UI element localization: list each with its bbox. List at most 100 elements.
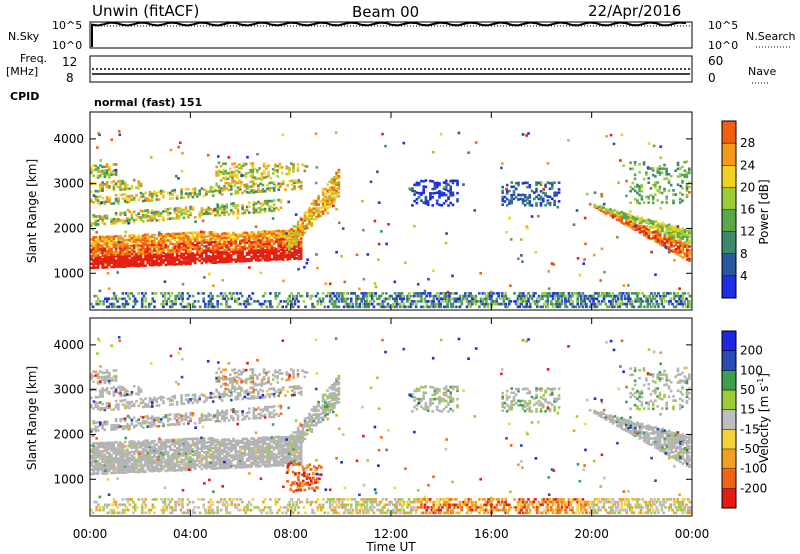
scatter-cell [606, 292, 609, 295]
scatter-cell [209, 449, 213, 452]
scatter-cell [636, 225, 639, 229]
scatter-cell [114, 440, 118, 444]
scatter-cell [534, 292, 537, 295]
scatter-cell [148, 451, 152, 455]
scatter-cell [234, 233, 238, 237]
scatter-cell [205, 441, 208, 444]
scatter-cell [200, 251, 204, 255]
scatter-cell [243, 453, 247, 457]
scatter-cell [211, 456, 215, 460]
scatter-cell [263, 300, 267, 303]
scatter-cell [295, 251, 298, 254]
scatter-cell [420, 179, 423, 183]
scatter-cell [148, 461, 152, 465]
scatter-cell [119, 457, 122, 460]
scatter-cell [99, 174, 102, 177]
scatter-cell [645, 231, 648, 234]
scatter-cell [141, 262, 145, 265]
scatter-cell [200, 439, 204, 442]
scatter-cell [241, 294, 244, 298]
scatter-cell [171, 442, 174, 446]
scatter-cell [135, 446, 138, 450]
scatter-cell [320, 300, 323, 303]
scatter-cell [534, 251, 538, 254]
scatter-cell [257, 245, 260, 248]
scatter-cell [248, 253, 251, 256]
scatter-cell [529, 294, 532, 298]
scatter-cell [486, 292, 490, 295]
scatter-cell [685, 175, 689, 179]
scatter-cell [236, 233, 240, 236]
scatter-cell [239, 455, 242, 459]
scatter-cell [686, 254, 689, 257]
scatter-cell [654, 175, 657, 178]
scatter-cell [139, 456, 143, 459]
scatter-cell [245, 205, 249, 209]
scatter-cell [465, 300, 469, 303]
scatter-cell [101, 185, 104, 189]
scatter-cell [471, 297, 474, 301]
nsky-tick-low: 10^0 [52, 39, 82, 52]
scatter-cell [277, 208, 280, 212]
scatter-cell [245, 453, 249, 456]
scatter-cell [296, 228, 300, 232]
scatter-cell [237, 302, 241, 306]
scatter-cell [189, 256, 192, 259]
scatter-cell [456, 179, 459, 183]
scatter-cell [281, 229, 285, 233]
scatter-cell [144, 252, 147, 255]
scatter-cell [645, 171, 648, 174]
scatter-cell [393, 292, 397, 295]
scatter-cell [399, 302, 402, 306]
scatter-cell [275, 247, 278, 251]
scatter-cell [335, 191, 338, 195]
scatter-cell [266, 183, 269, 187]
scatter-cell [246, 300, 249, 303]
scatter-cell [246, 302, 249, 306]
scatter-cell [92, 260, 95, 263]
scatter-cell [148, 216, 152, 220]
scatter-cell [297, 254, 301, 258]
scatter-cell [260, 176, 264, 180]
scatter-cell [114, 459, 118, 462]
scatter-cell [520, 292, 523, 295]
scatter-cell [525, 302, 528, 306]
scatter-cell [609, 212, 612, 216]
scatter-cell [643, 305, 646, 309]
scatter-cell [121, 219, 125, 222]
scatter-cell [261, 187, 265, 191]
scatter-cell [620, 302, 623, 306]
scatter-cell [665, 171, 668, 175]
scatter-cell [525, 294, 528, 298]
scatter-cell [681, 227, 685, 230]
scatter-cell [630, 292, 634, 295]
scatter-cell [680, 300, 683, 303]
scatter-cell [411, 187, 414, 190]
scatter-cell [588, 305, 592, 309]
scatter-cell [250, 449, 253, 453]
scatter-cell [146, 239, 149, 243]
scatter-cell [105, 245, 109, 249]
scatter-cell [211, 297, 214, 301]
scatter-cell [546, 181, 550, 184]
scatter-cell [193, 260, 197, 263]
scatter-cell [551, 292, 555, 295]
scatter-cell [139, 251, 143, 255]
scatter-cell [676, 302, 679, 306]
scatter-cell [346, 297, 349, 301]
scatter-cell [191, 247, 195, 251]
scatter-cell [220, 211, 224, 214]
scatter-cell [326, 183, 329, 186]
scatter-cell [564, 305, 567, 309]
scatter-cell [101, 181, 104, 184]
scatter-cell [92, 450, 95, 454]
scatter-cell [303, 215, 307, 218]
scatter-cell [248, 451, 251, 454]
scatter-cell [211, 302, 214, 306]
scatter-cell [660, 167, 664, 170]
scatter-cell [241, 447, 244, 450]
scatter-cell [119, 185, 122, 189]
scatter-cell [121, 465, 125, 468]
scatter-cell [239, 459, 242, 462]
scatter-cell [175, 247, 179, 250]
